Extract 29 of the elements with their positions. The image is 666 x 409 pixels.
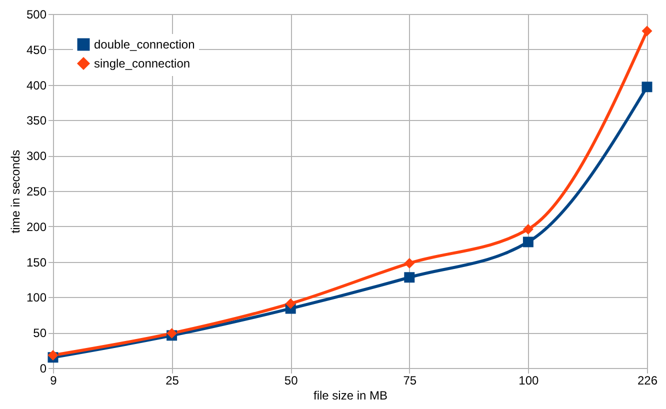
y-tick-label: 450: [26, 42, 47, 57]
point: [404, 272, 415, 283]
legend-label: double_connection: [94, 38, 195, 52]
y-tick-label: 300: [26, 149, 47, 164]
point: [522, 236, 534, 248]
y-tick-label: 0: [40, 362, 47, 376]
point: [522, 224, 534, 234]
point: [404, 258, 415, 268]
x-tick-label: 50: [284, 374, 298, 388]
x-tick-label: 25: [166, 374, 180, 388]
y-tick-label: 150: [26, 255, 47, 270]
y-tick-label: 100: [26, 290, 47, 305]
x-tick-label: 75: [403, 374, 417, 388]
x-tick-label: 226: [637, 374, 658, 388]
point: [642, 82, 652, 92]
point: [642, 26, 652, 36]
y-tick-label: 400: [26, 78, 47, 92]
legend-label: single_connection: [94, 56, 190, 70]
x-axis-title: file size in MB: [313, 388, 388, 402]
y-tick-label: 50: [33, 326, 47, 340]
y-tick-label: 350: [26, 114, 47, 128]
y-axis-title: time in seconds: [8, 150, 22, 234]
point: [48, 350, 58, 360]
x-tick-label: 100: [518, 374, 540, 388]
y-tick-label: 250: [26, 184, 47, 198]
point: [285, 298, 296, 309]
y-tick-label: 500: [26, 8, 47, 22]
x-tick-label: 9: [50, 374, 58, 388]
y-tick-label: 200: [26, 220, 47, 234]
